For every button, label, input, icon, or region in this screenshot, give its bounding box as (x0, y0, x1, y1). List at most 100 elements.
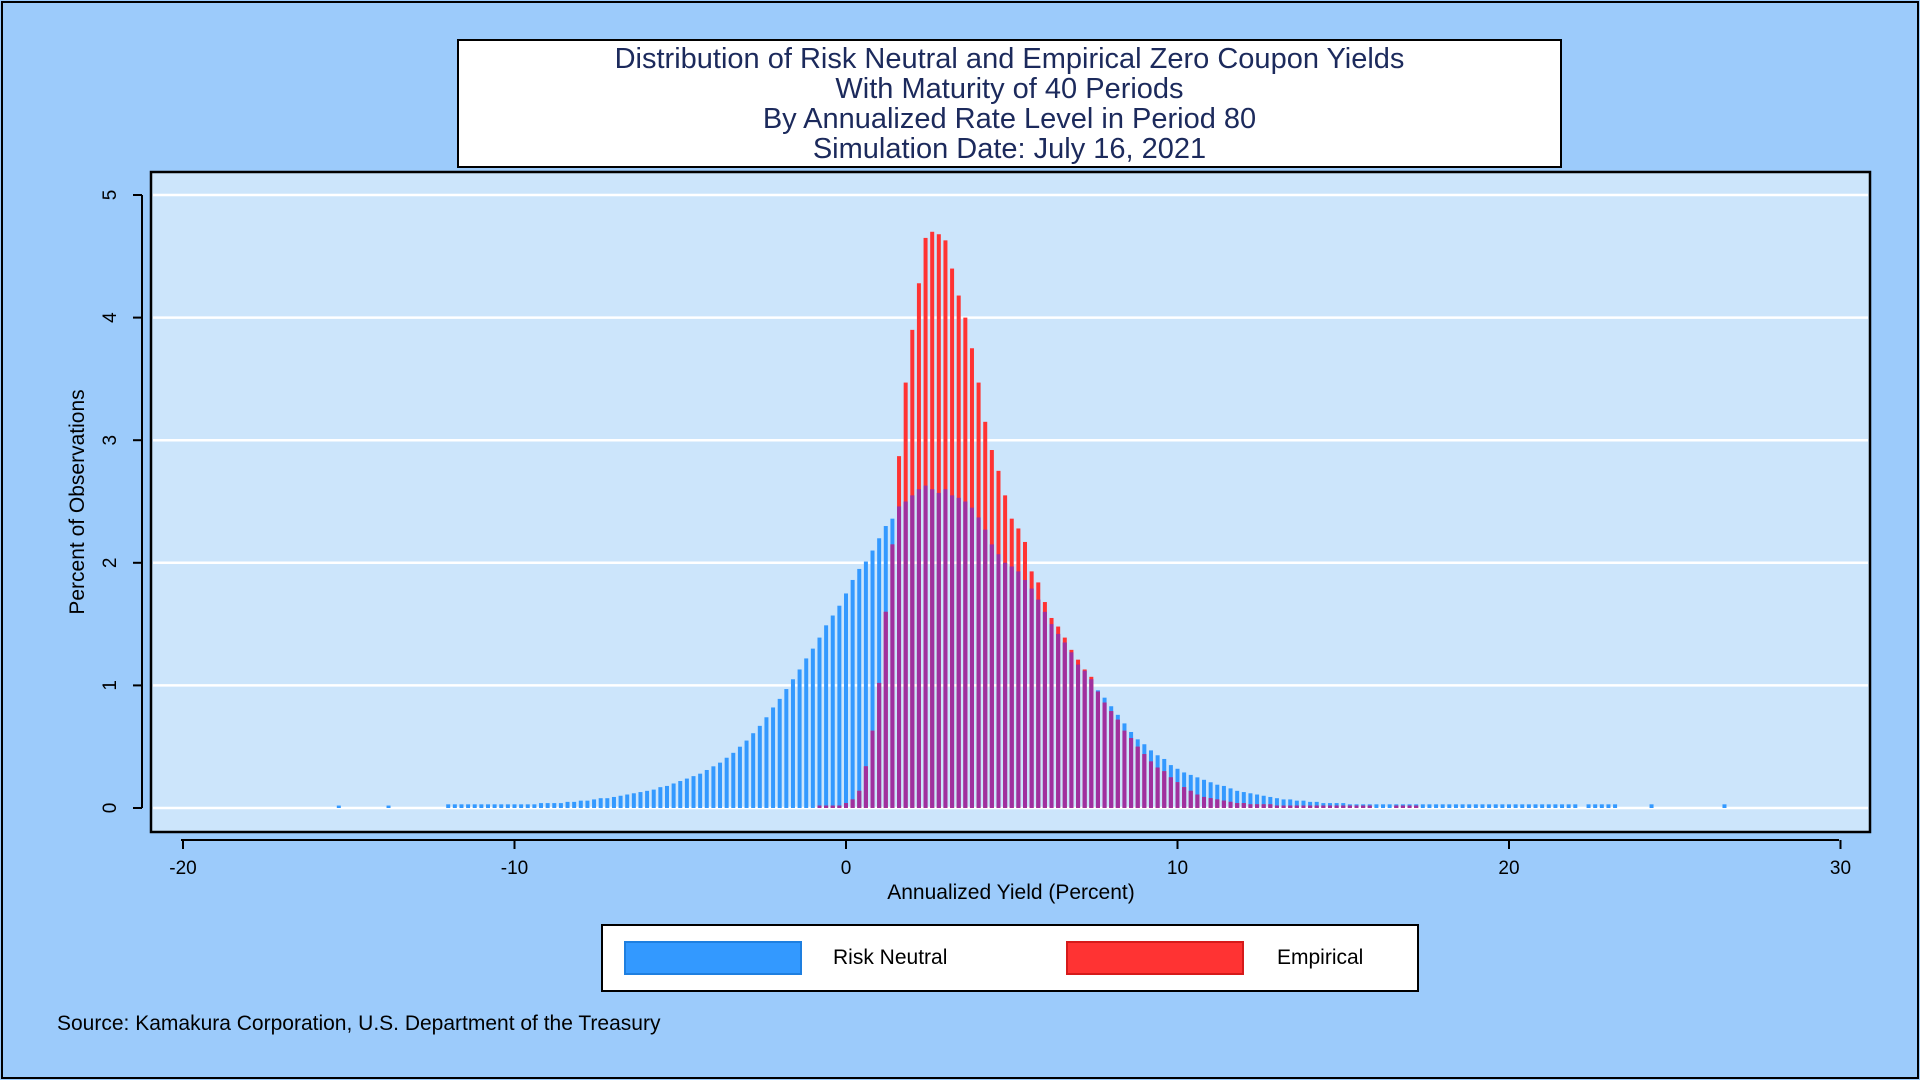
risk-neutral-bar (664, 785, 669, 808)
overlap-bar (1069, 652, 1074, 808)
overlap-bar (910, 495, 915, 808)
risk-neutral-bar (751, 733, 756, 808)
risk-neutral-bar (1288, 799, 1293, 808)
risk-neutral-bar (1434, 804, 1439, 808)
overlap-bar (943, 489, 948, 808)
overlap-bar (837, 805, 842, 808)
risk-neutral-bar (1215, 784, 1220, 808)
risk-neutral-bar (737, 746, 742, 808)
overlap-bar (1367, 805, 1372, 808)
risk-neutral-bar (1447, 804, 1452, 808)
risk-neutral-bar (525, 804, 530, 808)
risk-neutral-bar (771, 707, 776, 808)
risk-neutral-bar (784, 689, 789, 808)
x-tick-label: 10 (1167, 858, 1188, 879)
risk-neutral-bar (757, 725, 762, 808)
overlap-bar (1294, 805, 1299, 808)
overlap-bar (897, 506, 902, 808)
risk-neutral-bar (870, 550, 875, 808)
overlap-bar (1248, 804, 1253, 808)
overlap-bar (1195, 794, 1200, 808)
risk-neutral-bar (704, 769, 709, 808)
risk-neutral-bar (744, 740, 749, 808)
overlap-bar (1082, 670, 1087, 808)
risk-neutral-bar (1520, 804, 1525, 808)
risk-neutral-bar (1195, 777, 1200, 808)
risk-neutral-bar (1599, 804, 1604, 808)
risk-neutral-bar (1301, 800, 1306, 808)
overlap-bar (969, 507, 974, 808)
overlap-bar (930, 489, 935, 808)
risk-neutral-bar (631, 793, 636, 808)
risk-neutral-bar (1613, 804, 1618, 808)
overlap-bar (1188, 790, 1193, 808)
overlap-bar (1274, 805, 1279, 808)
risk-neutral-bar (830, 615, 835, 808)
overlap-bar (1175, 782, 1180, 808)
overlap-bar (1268, 804, 1273, 808)
y-tick-label: 2 (100, 558, 121, 569)
overlap-bar (963, 501, 968, 808)
overlap-bar (1347, 805, 1352, 808)
overlap-bar (916, 489, 921, 808)
risk-neutral-bar (1248, 793, 1253, 808)
overlap-bar (1414, 805, 1419, 808)
risk-neutral-bar (817, 637, 822, 808)
overlap-bar (817, 805, 822, 808)
risk-neutral-bar (512, 804, 517, 808)
risk-neutral-bar (1381, 804, 1386, 808)
overlap-bar (1115, 719, 1120, 808)
overlap-bar (936, 492, 941, 808)
overlap-bar (1400, 805, 1405, 808)
overlap-bar (870, 730, 875, 808)
risk-neutral-bar (804, 658, 809, 808)
risk-neutral-bar (1473, 804, 1478, 808)
risk-neutral-bar (572, 801, 577, 808)
risk-neutral-bar (558, 803, 563, 808)
overlap-bar (1308, 805, 1313, 808)
risk-neutral-bar (585, 800, 590, 808)
risk-neutral-bar (452, 804, 457, 808)
risk-neutral-bar (1221, 785, 1226, 808)
overlap-bar (996, 554, 1001, 808)
chart-title-line-4: Simulation Date: July 16, 2021 (812, 132, 1207, 165)
risk-neutral-bar (1235, 790, 1240, 808)
overlap-bar (1261, 804, 1266, 808)
risk-neutral-bar (1261, 795, 1266, 808)
legend-label-empirical: Empirical (1277, 946, 1364, 969)
y-ticks: 0 1 2 3 4 5 (100, 190, 142, 813)
risk-neutral-bar (671, 783, 676, 808)
overlap-bar (1407, 805, 1412, 808)
risk-neutral-bar (545, 803, 550, 808)
overlap-bar (983, 529, 988, 808)
overlap-bar (1208, 798, 1213, 808)
overlap-bar (1062, 642, 1067, 808)
risk-neutral-bar (1606, 804, 1611, 808)
risk-neutral-bar (459, 804, 464, 808)
y-axis-title: Percent of Observations (66, 389, 89, 614)
risk-neutral-bar (1593, 804, 1598, 808)
overlap-bar (890, 544, 895, 808)
legend: Risk Neutral Empirical (601, 924, 1419, 992)
overlap-bar (1122, 730, 1127, 808)
risk-neutral-bar (850, 579, 855, 808)
overlap-bar (1215, 799, 1220, 808)
risk-neutral-bar (1573, 804, 1578, 808)
overlap-bar (863, 766, 868, 808)
risk-neutral-bar (1493, 804, 1498, 808)
risk-neutral-bar (658, 787, 663, 808)
overlap-bar (1235, 803, 1240, 808)
risk-neutral-bar (1255, 794, 1260, 808)
overlap-bar (1334, 805, 1339, 808)
overlap-bar (903, 501, 908, 808)
risk-neutral-bar (718, 762, 723, 808)
risk-neutral-bar (1586, 804, 1591, 808)
risk-neutral-bar (565, 801, 570, 808)
overlap-bar (844, 803, 848, 808)
risk-neutral-bar (499, 804, 504, 808)
risk-neutral-bar (1560, 804, 1565, 808)
risk-neutral-bar (731, 752, 736, 808)
overlap-bar (1049, 624, 1054, 808)
overlap-bar (1016, 571, 1021, 808)
